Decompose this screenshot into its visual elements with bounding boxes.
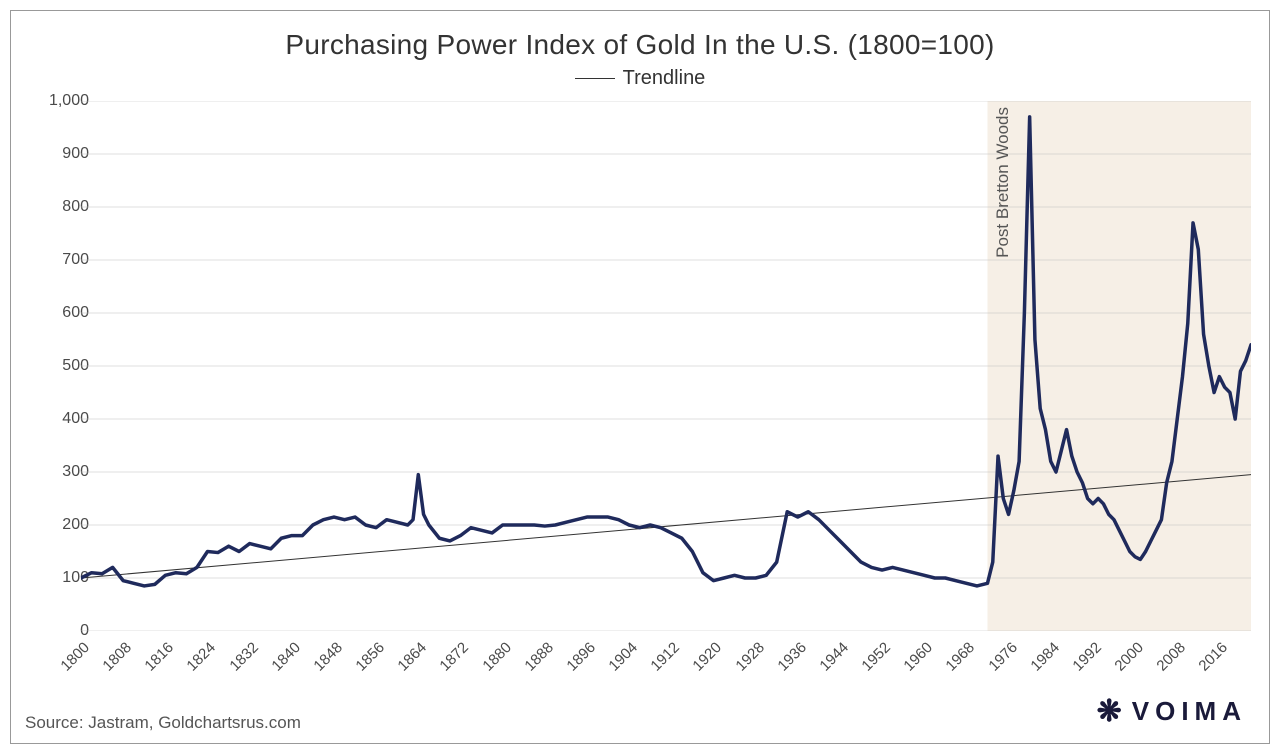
x-tick-label: 2008 [1154, 639, 1190, 675]
y-tick-label: 800 [29, 198, 89, 216]
x-tick-label: 1984 [1027, 639, 1063, 675]
y-tick-label: 100 [29, 569, 89, 587]
legend-line-swatch [575, 78, 615, 79]
x-tick-label: 1904 [605, 639, 641, 675]
source-text: Source: Jastram, Goldchartsrus.com [25, 713, 301, 733]
x-tick-label: 1880 [479, 639, 515, 675]
y-tick-label: 600 [29, 304, 89, 322]
x-tick-label: 1896 [563, 639, 599, 675]
x-tick-label: 1960 [901, 639, 937, 675]
x-tick-label: 1968 [943, 639, 979, 675]
x-tick-label: 1928 [732, 639, 768, 675]
shaded-region-label: Post Bretton Woods [993, 107, 1013, 258]
x-tick-label: 1840 [268, 639, 304, 675]
x-tick-label: 2016 [1196, 639, 1232, 675]
logo-text: VOIMA [1132, 696, 1247, 727]
x-tick-label: 1808 [100, 639, 136, 675]
y-tick-label: 400 [29, 410, 89, 428]
y-tick-label: 0 [29, 622, 89, 640]
chart-frame: Purchasing Power Index of Gold In the U.… [10, 10, 1270, 744]
x-tick-label: 1944 [816, 639, 852, 675]
x-tick-label: 1912 [648, 639, 684, 675]
legend-label: Trendline [623, 67, 706, 89]
x-tick-label: 1864 [395, 639, 431, 675]
legend: Trendline [11, 67, 1269, 90]
x-tick-label: 1936 [774, 639, 810, 675]
x-tick-label: 1992 [1069, 639, 1105, 675]
x-tick-label: 1800 [57, 639, 93, 675]
chart-plot [81, 101, 1251, 631]
x-tick-label: 1824 [184, 639, 220, 675]
logo-mark-icon: ❋ [1097, 694, 1122, 729]
y-tick-label: 300 [29, 463, 89, 481]
x-tick-label: 1856 [353, 639, 389, 675]
x-tick-label: 1872 [437, 639, 473, 675]
x-tick-label: 1976 [985, 639, 1021, 675]
x-tick-label: 2000 [1111, 639, 1147, 675]
y-tick-label: 900 [29, 145, 89, 163]
x-tick-label: 1952 [858, 639, 894, 675]
y-tick-label: 700 [29, 251, 89, 269]
x-tick-label: 1832 [226, 639, 262, 675]
x-tick-label: 1848 [310, 639, 346, 675]
logo: ❋ VOIMA [1097, 694, 1247, 729]
y-tick-label: 200 [29, 516, 89, 534]
y-tick-label: 1,000 [29, 92, 89, 110]
y-tick-label: 500 [29, 357, 89, 375]
x-tick-label: 1888 [521, 639, 557, 675]
chart-title: Purchasing Power Index of Gold In the U.… [11, 29, 1269, 61]
x-tick-label: 1816 [142, 639, 178, 675]
x-tick-label: 1920 [690, 639, 726, 675]
